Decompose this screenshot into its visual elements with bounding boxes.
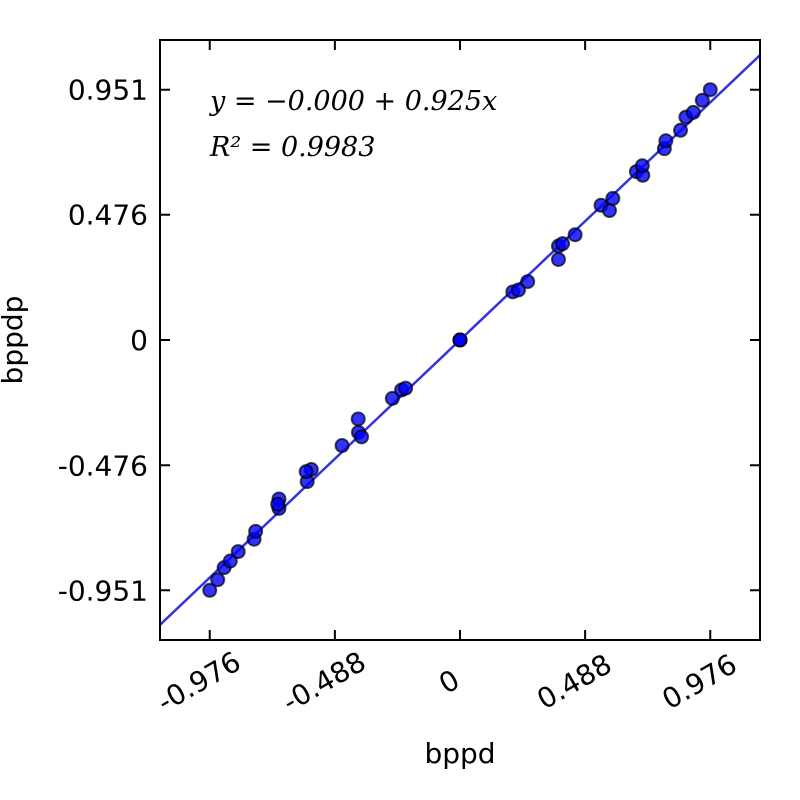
y-tick-label: -0.476 bbox=[58, 449, 148, 482]
y-tick-label: 0.951 bbox=[68, 74, 148, 107]
y-tick-label: 0 bbox=[130, 324, 148, 357]
data-point bbox=[673, 122, 689, 138]
data-point bbox=[550, 251, 566, 267]
data-point bbox=[694, 92, 710, 108]
data-point bbox=[270, 496, 286, 512]
data-point bbox=[658, 133, 674, 149]
x-tick-label: -0.488 bbox=[277, 645, 372, 719]
x-tick-label: 0 bbox=[433, 663, 465, 700]
data-point bbox=[702, 82, 718, 98]
data-point bbox=[685, 104, 701, 120]
data-point bbox=[520, 274, 536, 290]
y-axis-label: bppdp bbox=[0, 296, 29, 385]
x-tick-label: 0.976 bbox=[657, 647, 743, 716]
x-tick-label: 0.488 bbox=[531, 647, 617, 716]
data-point bbox=[601, 203, 617, 219]
data-point bbox=[248, 523, 264, 539]
y-tick-label: 0.476 bbox=[68, 199, 148, 232]
fit-equation-annotation: y = −0.000 + 0.925x bbox=[209, 86, 497, 117]
data-point bbox=[230, 544, 246, 560]
data-point bbox=[384, 390, 400, 406]
data-point bbox=[350, 411, 366, 427]
data-point bbox=[605, 190, 621, 206]
data-point bbox=[398, 380, 414, 396]
data-point bbox=[452, 332, 468, 348]
data-point bbox=[210, 572, 226, 588]
y-tick-label: -0.951 bbox=[58, 574, 148, 607]
data-point bbox=[334, 438, 350, 454]
data-point bbox=[510, 282, 526, 298]
data-point bbox=[634, 158, 650, 174]
data-point bbox=[222, 553, 238, 569]
data-point bbox=[298, 464, 314, 480]
x-tick-label: -0.976 bbox=[152, 645, 247, 719]
data-point bbox=[567, 227, 583, 243]
data-point bbox=[354, 429, 370, 445]
data-point bbox=[202, 582, 218, 598]
x-axis-label: bppd bbox=[424, 737, 495, 770]
r-squared-annotation: R² = 0.9983 bbox=[209, 132, 375, 163]
data-point bbox=[555, 236, 571, 252]
